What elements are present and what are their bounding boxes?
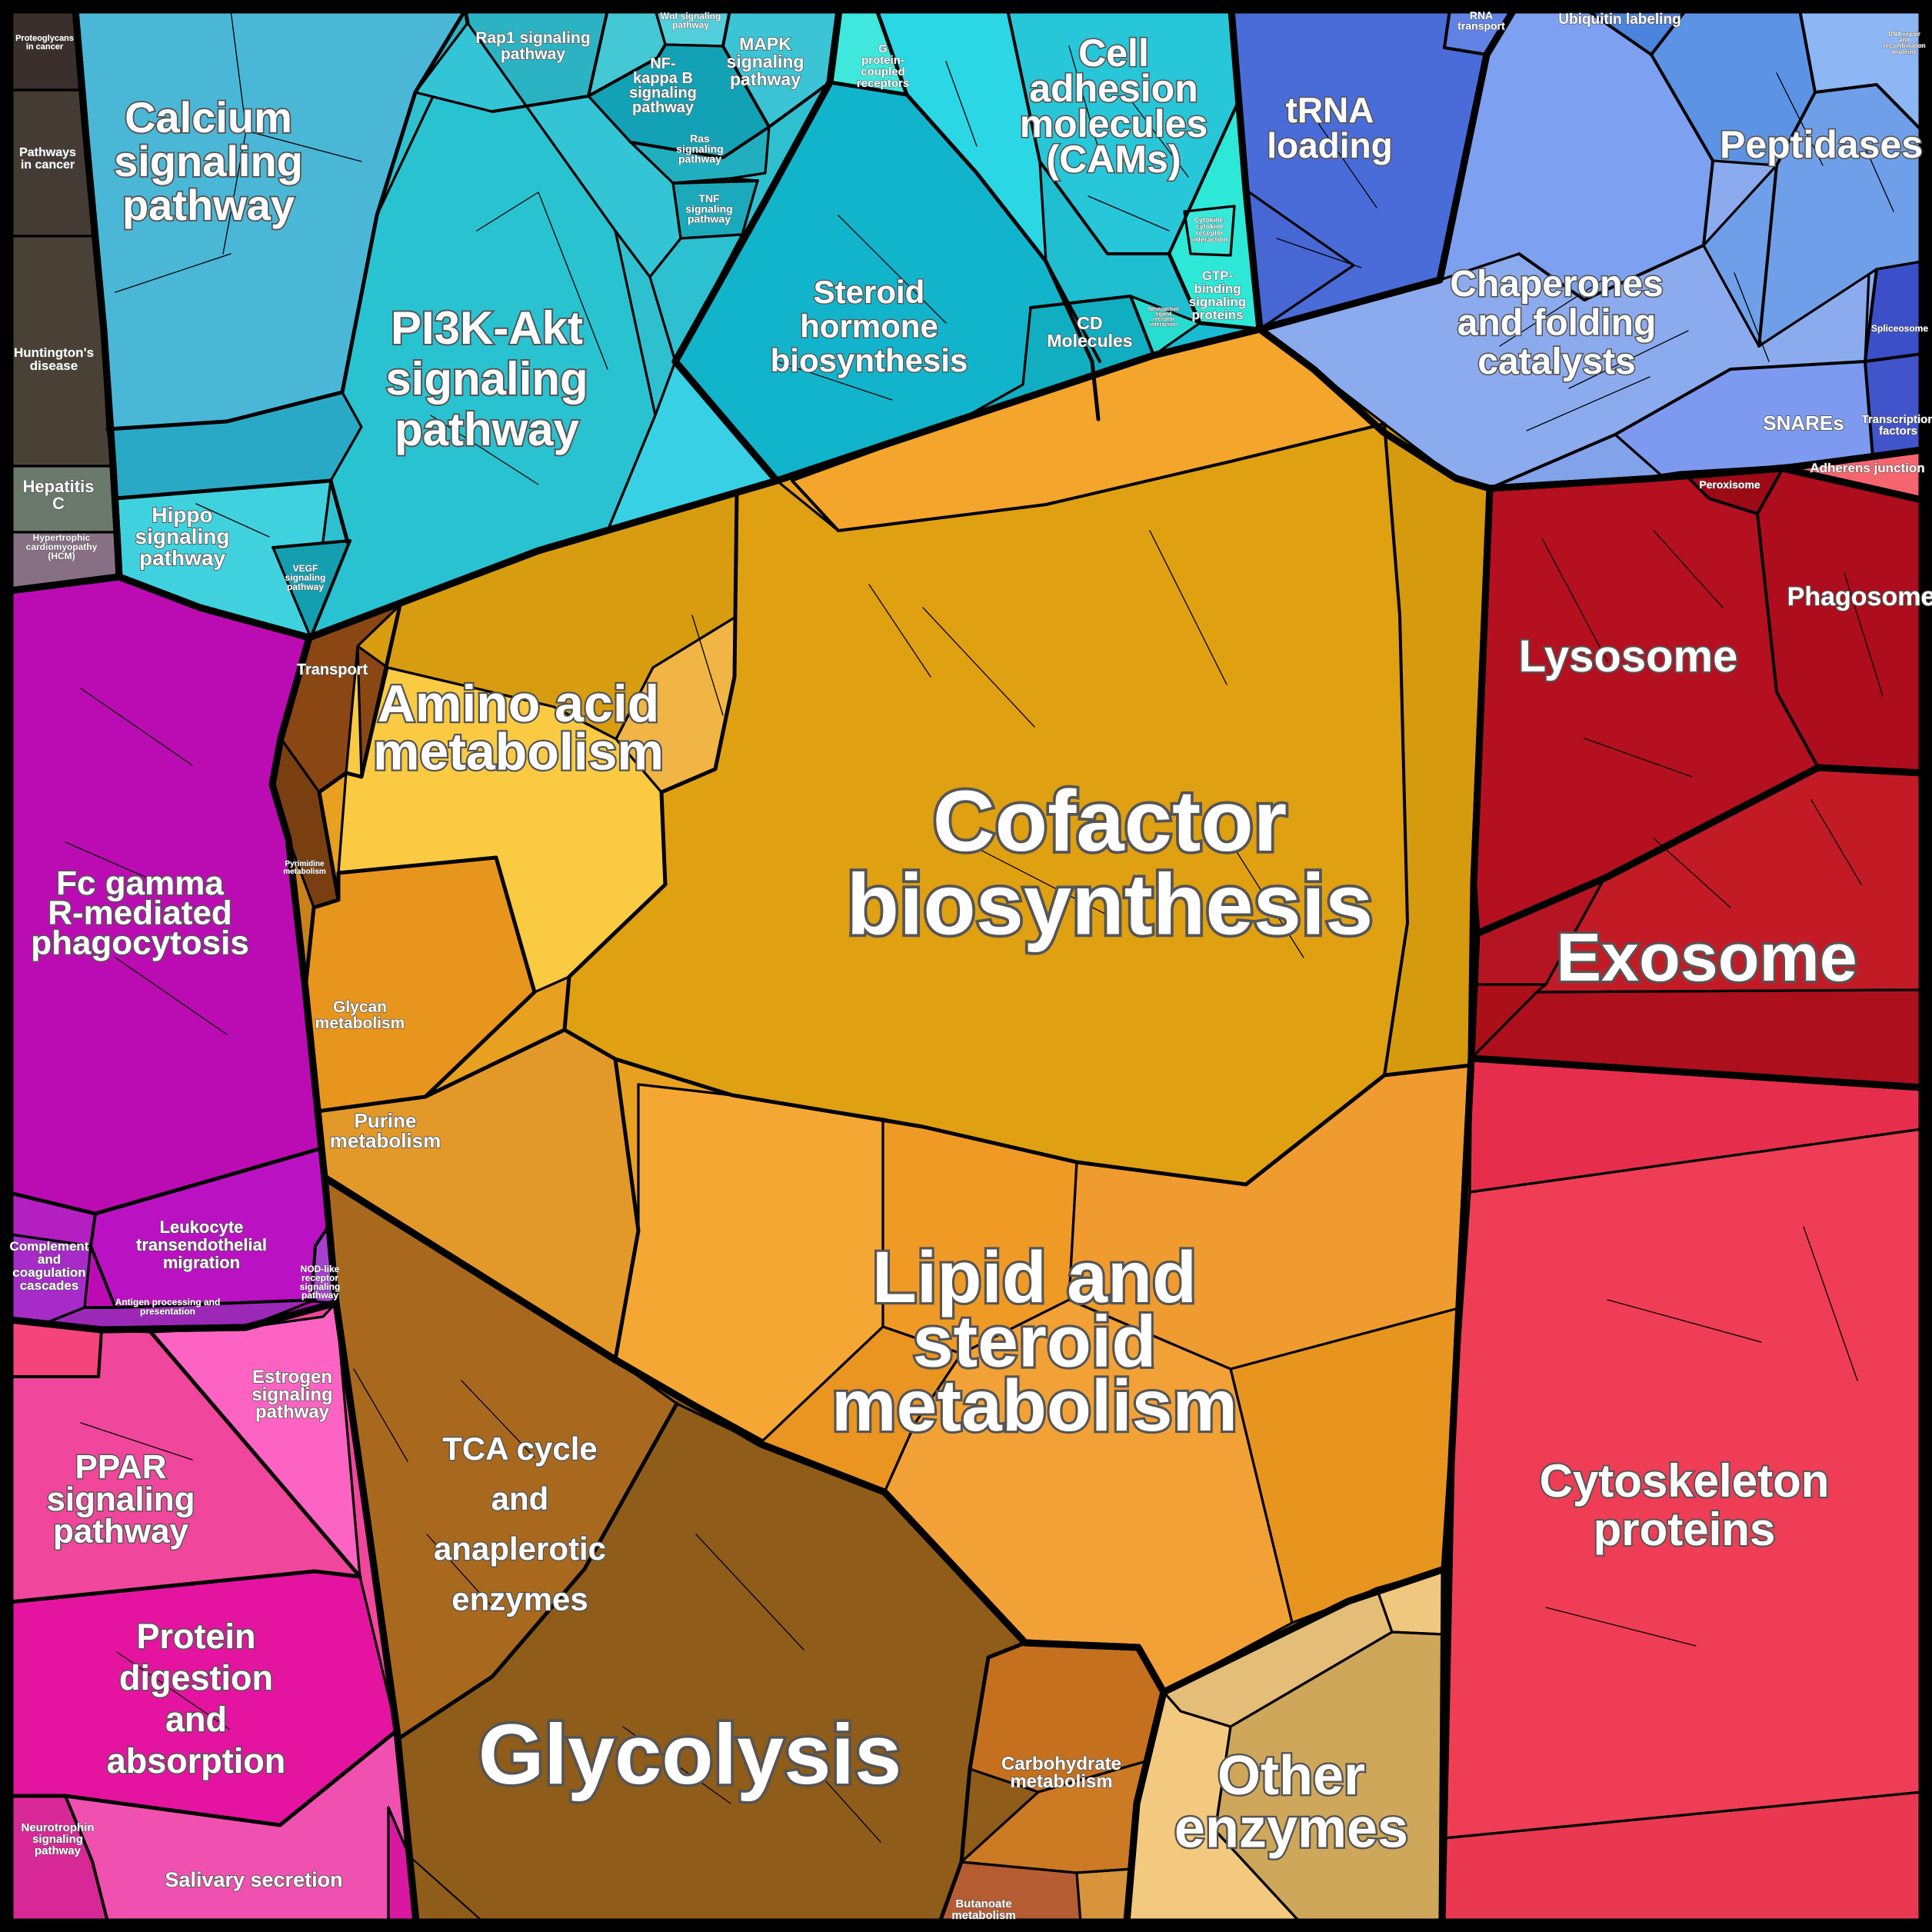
svg-text:SNAREs: SNAREs [1763,411,1844,435]
svg-text:Exosome: Exosome [1556,919,1857,995]
svg-text:Peptidases: Peptidases [1720,123,1923,166]
svg-text:Spliceosome: Spliceosome [1871,323,1928,334]
svg-text:Phagosome: Phagosome [1787,582,1932,611]
svg-text:Glycolysis: Glycolysis [478,1707,901,1802]
svg-text:Lysosome: Lysosome [1519,631,1738,681]
svg-text:Ubiquitin labeling: Ubiquitin labeling [1558,12,1681,28]
svg-text:Adherens junction: Adherens junction [1810,461,1924,475]
svg-text:Peroxisome: Peroxisome [1699,478,1760,491]
svg-text:Transport: Transport [297,661,368,678]
svg-text:Salivary secretion: Salivary secretion [165,1868,342,1891]
